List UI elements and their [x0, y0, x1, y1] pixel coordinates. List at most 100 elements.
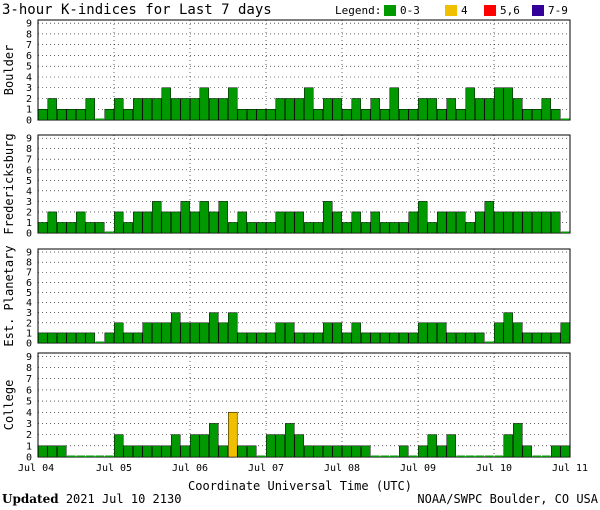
y-tick-label: 3: [26, 197, 32, 208]
bar: [256, 332, 266, 344]
bar: [114, 322, 124, 344]
bar: [304, 332, 314, 344]
bar: [247, 222, 257, 234]
bar: [370, 98, 380, 121]
bar: [437, 445, 447, 458]
bar: [522, 332, 532, 344]
bar: [361, 332, 371, 344]
bar: [503, 211, 513, 234]
bar: [95, 222, 105, 234]
bar: [142, 211, 152, 234]
bar: [485, 455, 494, 457]
bar: [361, 445, 371, 458]
bar: [76, 108, 86, 121]
bar: [342, 108, 352, 121]
bar: [551, 108, 561, 121]
x-tick-label: Jul 06: [172, 463, 208, 474]
legend-item-4: 4: [461, 4, 468, 17]
y-tick-label: 2: [26, 318, 32, 329]
bar: [332, 445, 342, 458]
footer-credit: NOAA/SWPC Boulder, CO USA: [417, 492, 598, 506]
bar: [209, 211, 219, 234]
bar: [275, 322, 285, 344]
bar: [152, 98, 162, 121]
bar: [390, 455, 399, 457]
bar: [85, 332, 95, 344]
bar: [542, 455, 551, 457]
y-tick-label: 0: [26, 339, 32, 350]
panel-label-est-planetary: Est. Planetary: [2, 245, 16, 346]
bar: [342, 445, 352, 458]
footer-updated-value: 2021 Jul 10 2130: [66, 492, 182, 506]
bar: [47, 98, 57, 121]
bar: [522, 445, 532, 458]
bar: [409, 455, 418, 457]
bar: [427, 322, 437, 344]
bar: [256, 222, 266, 234]
bar: [247, 108, 257, 121]
bar: [560, 445, 570, 458]
bar: [199, 87, 209, 121]
bar: [266, 222, 276, 234]
y-tick-label: 3: [26, 308, 32, 319]
bar: [123, 108, 133, 121]
bar: [389, 87, 399, 121]
bar: [475, 211, 485, 234]
bar: [389, 222, 399, 234]
bar: [247, 332, 257, 344]
y-tick-label: 8: [26, 144, 32, 155]
bar: [456, 108, 466, 121]
bar: [228, 312, 238, 344]
bar: [313, 222, 323, 234]
y-tick-label: 8: [26, 363, 32, 374]
bar: [152, 201, 162, 234]
bar: [361, 222, 371, 234]
bar: [275, 211, 285, 234]
bar: [190, 322, 200, 344]
bar: [503, 312, 513, 344]
bar: [76, 332, 86, 344]
y-tick-label: 0: [26, 229, 32, 240]
bar: [399, 222, 409, 234]
bar: [105, 455, 114, 457]
legend-label: Legend:: [335, 4, 381, 17]
legend-item-0-3: 0-3: [400, 4, 420, 17]
bar: [152, 322, 162, 344]
bar: [304, 87, 314, 121]
bar: [465, 222, 475, 234]
bar: [456, 332, 466, 344]
bar: [513, 423, 523, 458]
bar: [47, 211, 57, 234]
bar: [513, 98, 523, 121]
bar: [484, 201, 494, 234]
bar: [541, 211, 551, 234]
bar: [294, 332, 304, 344]
bar: [66, 222, 76, 234]
bar: [522, 211, 532, 234]
bar: [437, 322, 447, 344]
y-tick-label: 6: [26, 165, 32, 176]
bar: [228, 87, 238, 121]
chart-title: 3-hour K-indices for Last 7 days: [2, 2, 272, 18]
panels: 0123456789Boulder0123456789Fredericksbur…: [2, 19, 571, 464]
bar: [323, 98, 333, 121]
bar: [228, 412, 238, 458]
bar: [105, 231, 114, 233]
panel-label-boulder: Boulder: [2, 45, 16, 96]
bar: [199, 201, 209, 234]
bar: [541, 98, 551, 121]
x-tick-label: Jul 10: [476, 463, 512, 474]
y-tick-label: 5: [26, 62, 32, 73]
bar: [294, 98, 304, 121]
bar: [76, 211, 86, 234]
y-tick-label: 6: [26, 385, 32, 396]
bar: [285, 423, 295, 458]
y-tick-label: 0: [26, 116, 32, 127]
chart-legend: Legend: 0-3 4 5,6 7-9: [335, 4, 568, 17]
x-tick-label: Jul 09: [400, 463, 436, 474]
y-tick-label: 9: [26, 352, 32, 363]
bar: [180, 98, 190, 121]
bar: [47, 332, 57, 344]
